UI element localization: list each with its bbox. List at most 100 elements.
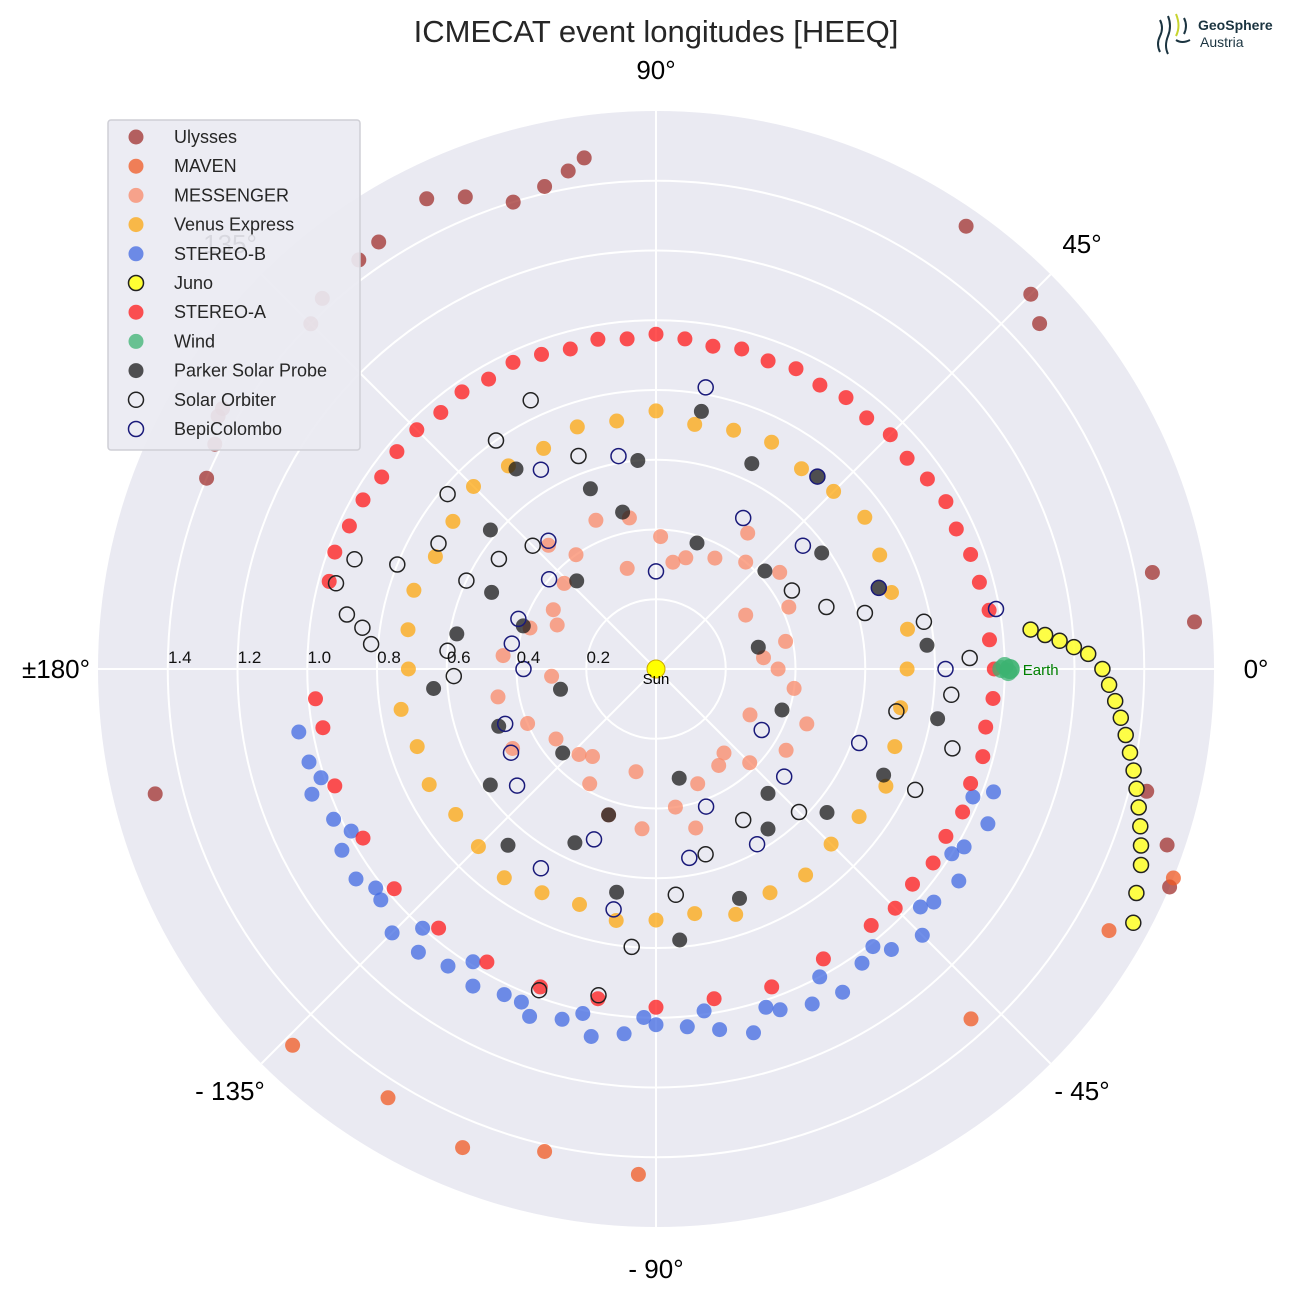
series-solar-orbiter <box>327 392 978 1004</box>
data-point <box>790 803 808 821</box>
data-point <box>1051 632 1068 650</box>
data-point <box>503 635 521 652</box>
data-point <box>393 701 409 717</box>
data-point <box>982 632 997 648</box>
series-parker-solar-probe <box>426 403 946 948</box>
data-point <box>961 649 978 667</box>
data-point <box>697 846 714 863</box>
data-point <box>887 900 903 916</box>
legend-box <box>107 119 361 451</box>
data-point <box>665 554 681 570</box>
data-point <box>963 776 979 791</box>
data-point <box>944 846 960 862</box>
data-point <box>648 912 664 928</box>
data-point <box>914 927 930 943</box>
data-point <box>938 828 954 844</box>
data-point <box>426 681 442 696</box>
data-point <box>915 613 933 631</box>
data-point <box>899 661 915 677</box>
data-point <box>608 913 624 928</box>
angle-tick-label: - 135° <box>195 1076 265 1106</box>
data-point <box>1121 744 1139 761</box>
data-point <box>667 886 685 904</box>
data-point <box>677 331 693 347</box>
data-point <box>809 469 825 485</box>
data-point <box>899 450 915 466</box>
data-point <box>490 689 506 705</box>
data-point <box>687 416 703 432</box>
data-point <box>384 925 400 941</box>
data-point <box>742 707 758 723</box>
data-point <box>484 584 500 600</box>
data-point <box>304 786 320 802</box>
data-point <box>728 906 744 922</box>
data-point <box>505 354 521 370</box>
data-point <box>900 621 915 637</box>
data-point <box>799 716 815 732</box>
data-point <box>871 580 887 596</box>
data-point <box>537 1144 553 1159</box>
data-point <box>850 734 868 752</box>
legend-marker <box>127 420 145 438</box>
data-point <box>919 637 935 653</box>
data-point <box>389 556 406 573</box>
data-point <box>338 606 356 623</box>
data-point <box>327 544 343 560</box>
data-point <box>562 341 578 357</box>
data-point <box>619 560 635 576</box>
data-point <box>482 522 498 538</box>
legend-entry: Wind <box>128 331 215 351</box>
legend-entry: Juno <box>127 273 213 293</box>
data-point <box>1144 565 1160 580</box>
data-point <box>536 440 552 456</box>
legend-label: Parker Solar Probe <box>174 361 327 381</box>
data-point <box>689 535 705 551</box>
legend-entry: Solar Orbiter <box>127 390 276 410</box>
data-point <box>555 745 571 761</box>
angle-tick-label: 45° <box>1062 229 1101 259</box>
data-point <box>794 461 809 477</box>
data-point <box>774 702 790 718</box>
data-point <box>341 518 357 534</box>
data-point <box>534 885 550 901</box>
data-point <box>706 991 722 1007</box>
data-point <box>948 521 964 537</box>
legend-label: Wind <box>174 331 215 351</box>
data-point <box>605 901 622 918</box>
data-point <box>1187 614 1202 630</box>
data-point <box>199 470 215 486</box>
data-point <box>615 504 631 520</box>
data-point <box>732 890 747 906</box>
data-point <box>938 494 954 510</box>
data-point <box>978 719 994 735</box>
data-point <box>716 745 732 761</box>
data-point <box>540 532 557 550</box>
data-point <box>812 377 828 393</box>
data-point <box>671 770 687 786</box>
data-point <box>520 716 536 731</box>
data-point <box>355 492 371 508</box>
data-point <box>760 353 776 369</box>
data-point <box>925 855 941 871</box>
data-point <box>623 938 640 956</box>
data-point <box>308 691 323 707</box>
data-point <box>746 1025 761 1041</box>
legend-label: BepiColombo <box>174 419 282 439</box>
data-point <box>585 749 600 764</box>
data-point <box>583 1029 599 1044</box>
data-point <box>818 598 835 616</box>
data-point <box>588 512 604 528</box>
data-point <box>1132 818 1149 835</box>
data-point <box>944 740 961 757</box>
data-point <box>705 338 721 354</box>
legend-label: Solar Orbiter <box>174 390 276 410</box>
data-point <box>888 703 905 720</box>
series-juno <box>1022 621 1150 932</box>
radial-tick-label: 1.0 <box>307 648 331 667</box>
data-point <box>373 892 389 908</box>
data-point <box>553 681 568 697</box>
data-point <box>819 805 835 820</box>
data-point <box>609 413 625 429</box>
data-point <box>835 984 851 1000</box>
data-point <box>368 880 384 896</box>
